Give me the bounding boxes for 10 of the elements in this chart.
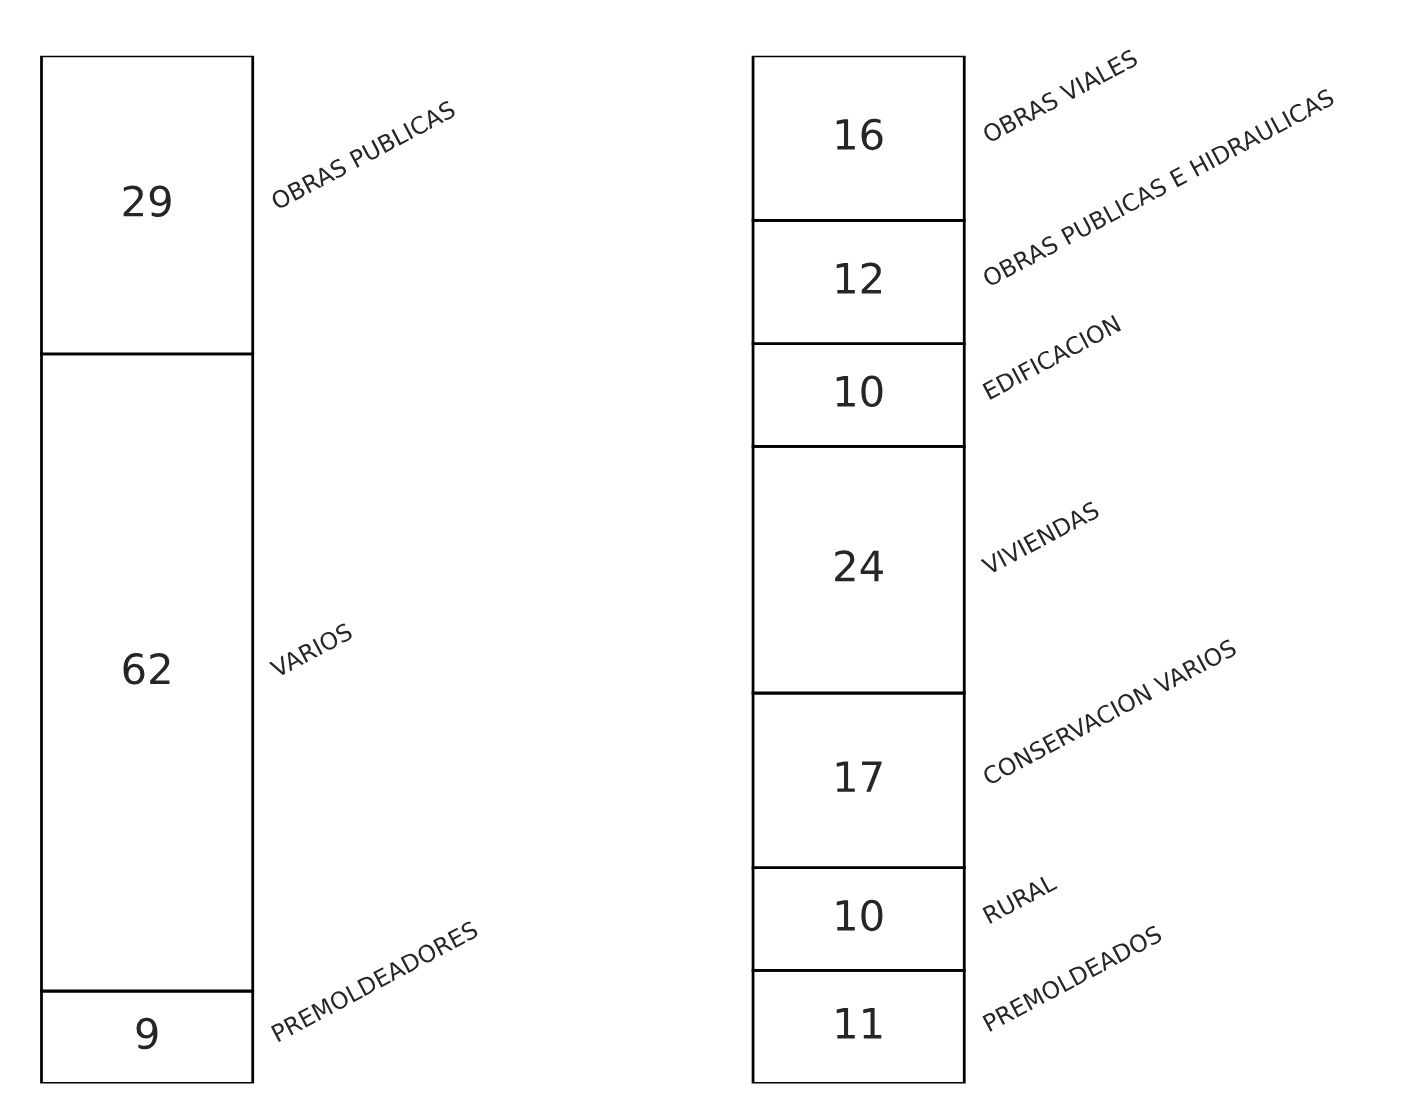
data-label: 29	[123, 185, 171, 217]
data-label: 10	[836, 899, 883, 932]
data-label: 9	[136, 1017, 158, 1050]
data-label: 12	[836, 262, 881, 294]
data-label: 24	[835, 550, 883, 582]
data-label: 11	[836, 1008, 882, 1039]
data-label: 17	[836, 761, 882, 792]
data-label: 16	[836, 118, 883, 151]
data-label: 62	[123, 653, 170, 685]
data-label: 10	[836, 375, 883, 408]
